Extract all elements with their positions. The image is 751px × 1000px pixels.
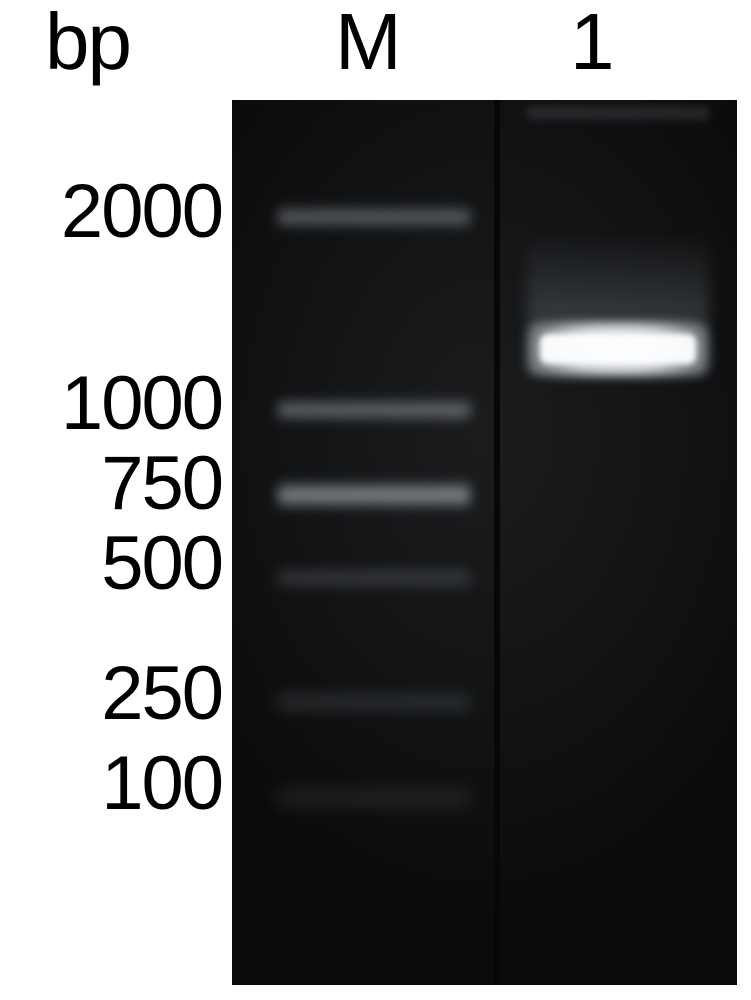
ladder-label: 250 — [0, 650, 222, 737]
marker-band — [278, 205, 470, 229]
ladder-label: 1000 — [0, 360, 222, 447]
ladder-label: 2000 — [0, 168, 222, 255]
ladder-label: 750 — [0, 440, 222, 527]
ladder-label: 500 — [0, 520, 222, 607]
sample-lane — [510, 100, 726, 985]
marker-lane-header: M — [335, 0, 400, 88]
well-artifact — [527, 106, 708, 120]
gel-figure: bp M 1 2000 1000750500 250100 — [0, 0, 751, 1000]
lane-divider — [494, 100, 500, 985]
marker-lane — [260, 100, 488, 985]
marker-band — [278, 480, 470, 510]
ladder-label: 100 — [0, 740, 222, 827]
marker-band — [278, 568, 470, 588]
sample-smear — [527, 232, 708, 322]
marker-band — [278, 398, 470, 422]
sample-lane-header: 1 — [570, 0, 613, 88]
bp-unit-label: bp — [45, 0, 130, 88]
gel-image — [232, 100, 737, 985]
marker-band — [278, 692, 470, 712]
marker-band — [278, 788, 470, 808]
sample-band-core — [540, 334, 696, 364]
